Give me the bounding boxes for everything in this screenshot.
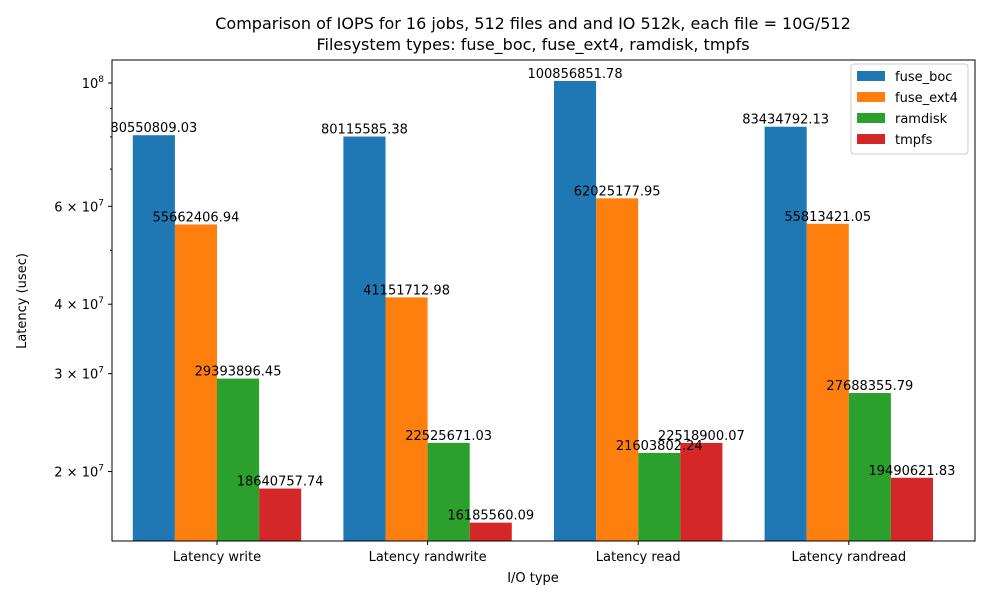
bar-ramdisk-0 bbox=[217, 378, 260, 541]
data-labels-layer: 80550809.03 80115585.38 100856851.78 834347… bbox=[110, 67, 955, 524]
bar-tmpfs-3 bbox=[890, 477, 933, 541]
legend-box bbox=[850, 63, 969, 155]
y-tick-label-3: 6 × 107 bbox=[54, 198, 104, 215]
data-label-fuse_boc-3: 83434792.13 bbox=[742, 113, 829, 128]
x-tick-label-2: Latency read bbox=[596, 550, 681, 565]
legend-label-fuse_boc: fuse_boc bbox=[895, 70, 952, 85]
x-axis-label: I/O type bbox=[507, 571, 559, 586]
legend-label-fuse_ext4: fuse_ext4 bbox=[895, 91, 958, 106]
legend-swatch-fuse_ext4 bbox=[857, 92, 885, 102]
chart-title-line-1: Comparison of IOPS for 16 jobs, 512 file… bbox=[215, 14, 851, 33]
bar-fuse_ext4-2 bbox=[596, 198, 639, 541]
bar-tmpfs-1 bbox=[469, 522, 512, 541]
legend-label-ramdisk: ramdisk bbox=[895, 112, 948, 127]
bar-ramdisk-3 bbox=[848, 393, 891, 541]
data-label-tmpfs-2: 22518900.07 bbox=[658, 429, 745, 444]
bars-layer bbox=[132, 80, 933, 542]
data-label-ramdisk-3: 27688355.79 bbox=[826, 379, 913, 394]
chart-title-line-2: Filesystem types: fuse_boc, fuse_ext4, r… bbox=[316, 35, 749, 55]
x-tick-label-0: Latency write bbox=[173, 550, 261, 565]
data-label-tmpfs-0: 18640757.74 bbox=[237, 475, 324, 490]
bar-tmpfs-0 bbox=[259, 488, 302, 541]
bar-fuse_boc-0 bbox=[132, 135, 175, 541]
data-label-ramdisk-2: 21603802.24 bbox=[616, 439, 703, 454]
data-label-fuse_boc-2: 100856851.78 bbox=[527, 67, 622, 82]
bar-fuse_boc-3 bbox=[764, 126, 807, 541]
bar-ramdisk-1 bbox=[427, 442, 470, 541]
bar-tmpfs-2 bbox=[680, 442, 723, 541]
legend-swatch-tmpfs bbox=[857, 134, 885, 144]
bar-fuse_ext4-3 bbox=[806, 223, 849, 541]
data-label-fuse_boc-1: 80115585.38 bbox=[321, 123, 408, 138]
x-tick-label-1: Latency randwrite bbox=[369, 550, 487, 565]
x-tick-label-3: Latency randread bbox=[791, 550, 906, 565]
data-label-fuse_ext4-1: 41151712.98 bbox=[363, 283, 450, 298]
data-label-fuse_boc-0: 80550809.03 bbox=[110, 121, 197, 136]
bar-ramdisk-2 bbox=[638, 452, 681, 541]
data-label-fuse_ext4-3: 55813421.05 bbox=[784, 210, 871, 225]
bar-fuse_ext4-1 bbox=[385, 297, 428, 541]
y-tick-label-0: 2 × 107 bbox=[54, 464, 104, 481]
plot-frame bbox=[111, 59, 976, 542]
legend-label-tmpfs: tmpfs bbox=[895, 133, 933, 148]
data-label-ramdisk-0: 29393896.45 bbox=[195, 365, 282, 380]
y-tick-label-1: 3 × 107 bbox=[54, 366, 104, 383]
data-label-fuse_ext4-0: 55662406.94 bbox=[153, 210, 240, 225]
bar-fuse_boc-2 bbox=[554, 80, 597, 542]
axes-layer: Latency write Latency randwrite Latency re… bbox=[54, 59, 976, 565]
y-axis-label: Latency (usec) bbox=[15, 253, 30, 349]
legend-swatch-ramdisk bbox=[857, 113, 885, 123]
legend-swatch-fuse_boc bbox=[857, 71, 885, 81]
data-label-ramdisk-1: 22525671.03 bbox=[405, 429, 492, 444]
data-label-fuse_ext4-2: 62025177.95 bbox=[574, 184, 661, 199]
data-label-tmpfs-3: 19490621.83 bbox=[869, 464, 956, 479]
data-label-tmpfs-1: 16185560.09 bbox=[447, 509, 534, 524]
bar-fuse_boc-1 bbox=[343, 136, 386, 541]
y-tick-label-2: 4 × 107 bbox=[54, 296, 104, 313]
y-tick-label-4: 108 bbox=[82, 75, 105, 92]
bar-fuse_ext4-0 bbox=[174, 224, 217, 542]
